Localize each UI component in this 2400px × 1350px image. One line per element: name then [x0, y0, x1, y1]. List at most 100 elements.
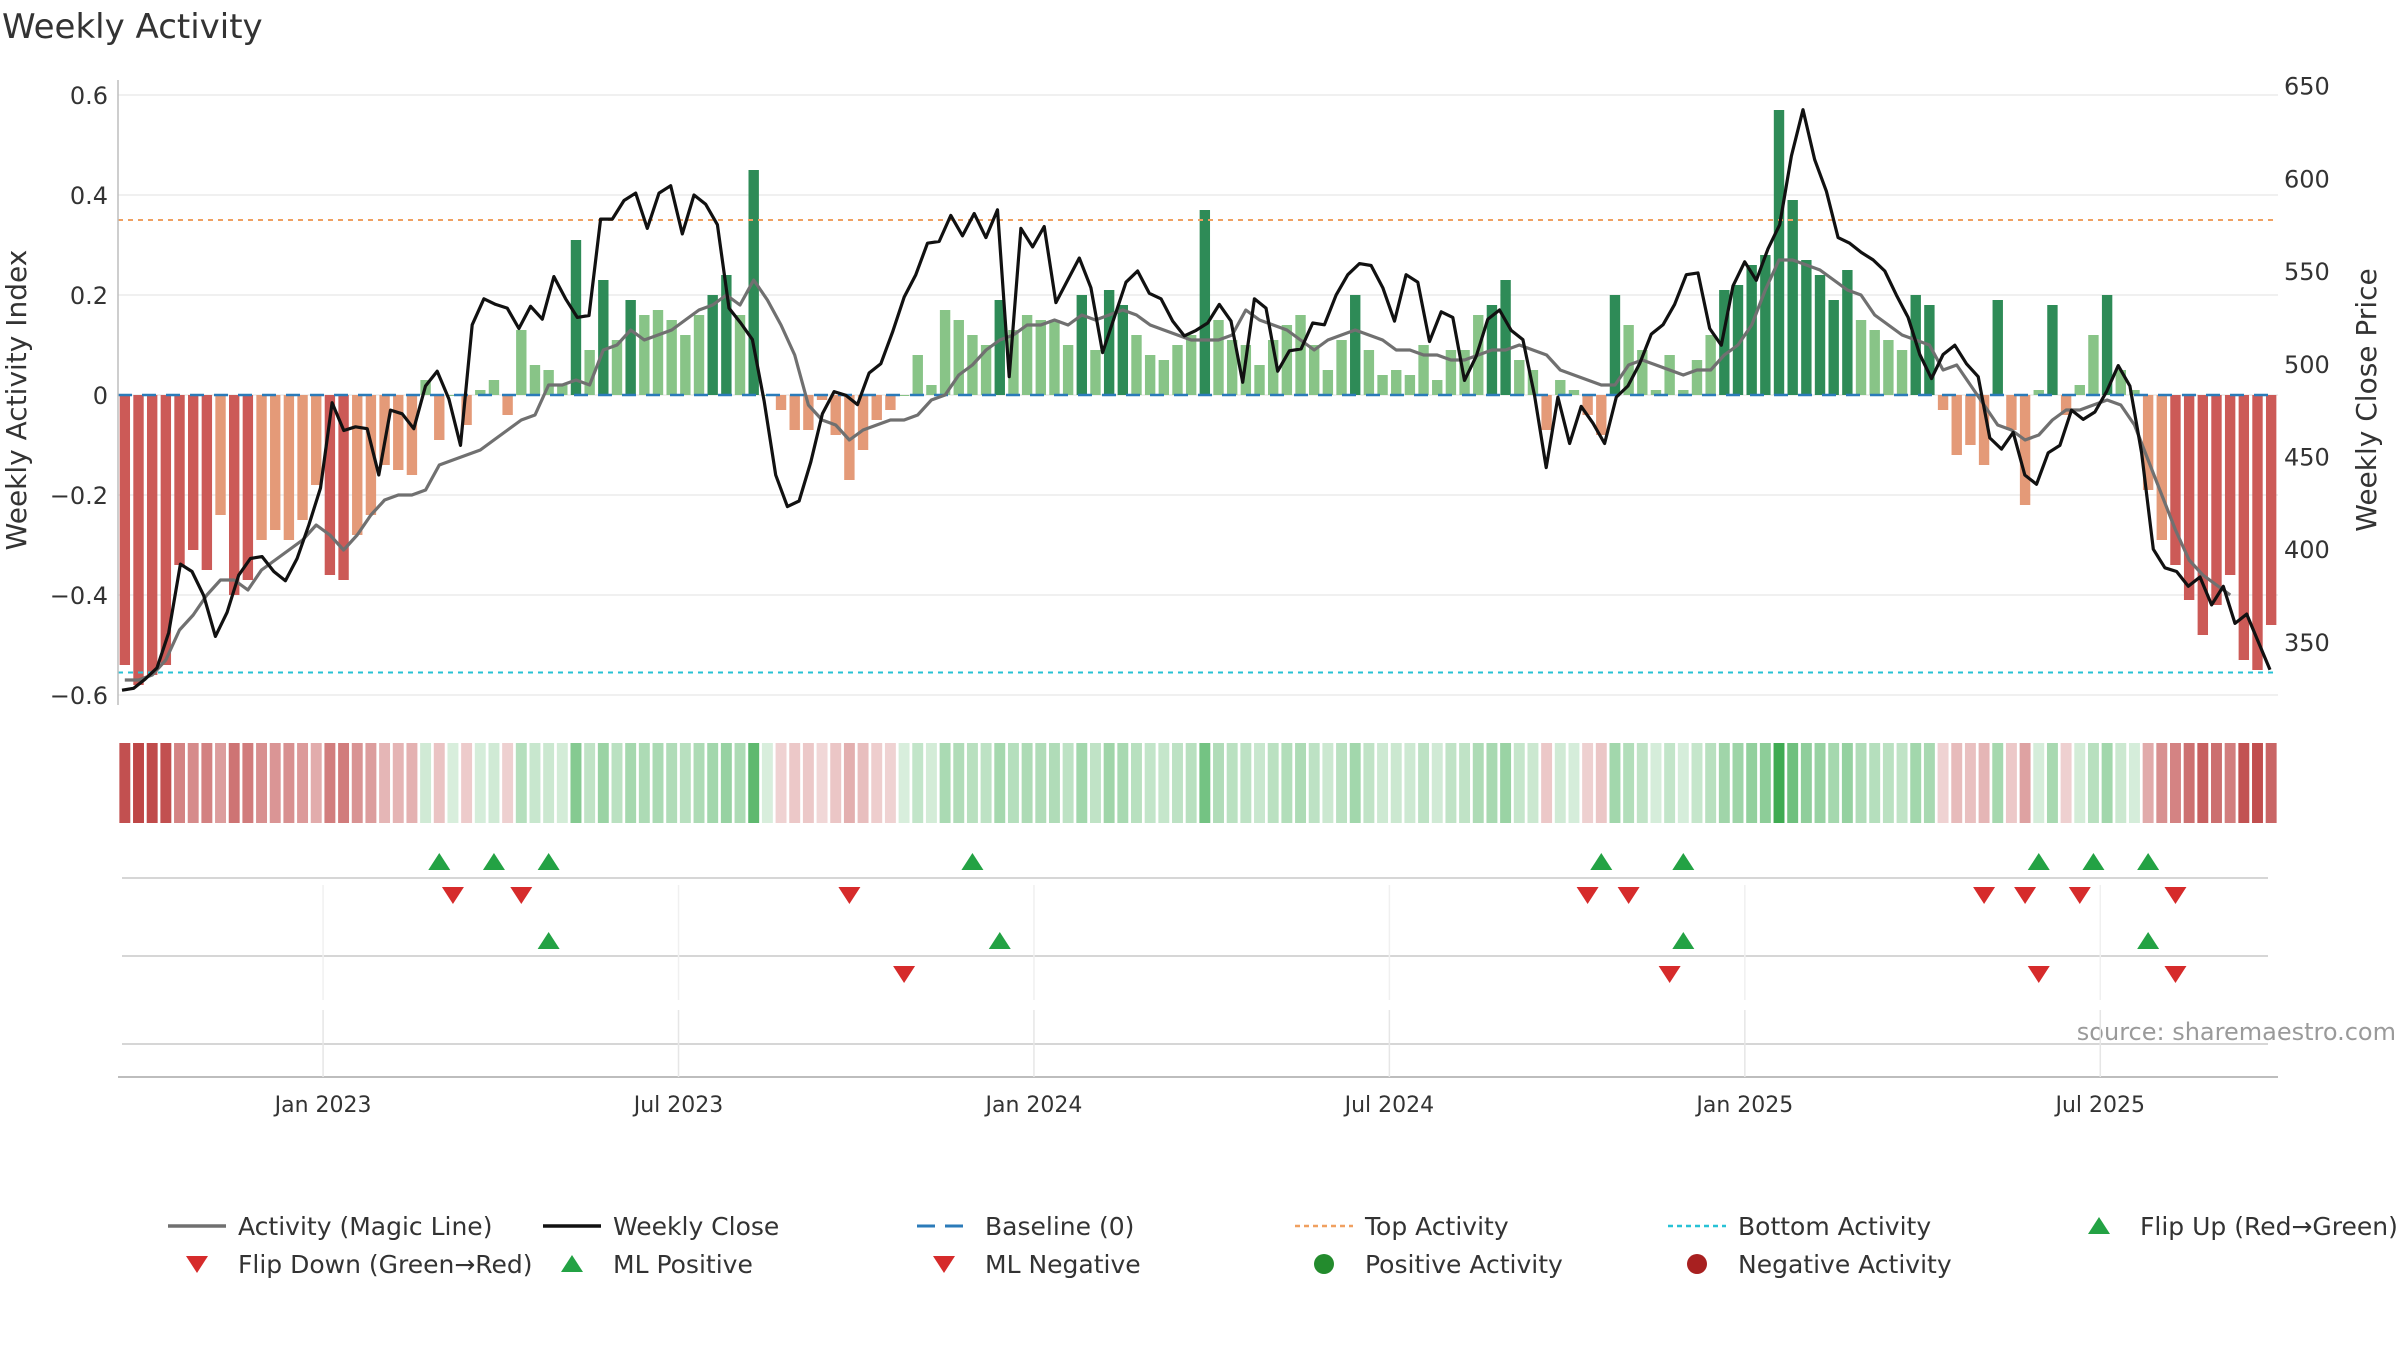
flip-up-marker — [1672, 853, 1695, 870]
heat-cell — [556, 743, 568, 823]
activity-bar — [1582, 395, 1593, 415]
activity-bar — [1035, 320, 1046, 395]
activity-bar — [1555, 380, 1566, 395]
heat-cell — [1964, 743, 1976, 823]
activity-bar — [2211, 395, 2222, 605]
heat-cell — [1910, 743, 1922, 823]
activity-bar — [1500, 280, 1511, 395]
activity-bar — [146, 395, 158, 675]
heat-cell — [1390, 743, 1402, 823]
heat-cell — [830, 743, 842, 823]
heat-cell — [584, 743, 596, 823]
activity-bar — [639, 315, 650, 395]
x-tick-label: Jan 2023 — [273, 1093, 372, 1118]
heat-cell — [994, 743, 1006, 823]
heat-cell — [201, 743, 213, 823]
activity-bar — [1008, 330, 1019, 395]
heat-cell — [802, 743, 814, 823]
legend-label: Bottom Activity — [1738, 1212, 1931, 1241]
y-axis-label: Weekly Activity Index — [0, 250, 33, 551]
activity-bars — [119, 110, 2277, 685]
activity-bar — [1144, 355, 1156, 395]
y2-tick-label: 450 — [2284, 443, 2330, 471]
heat-cell — [1336, 743, 1348, 823]
activity-bar — [1732, 285, 1744, 395]
y-tick-label: 0 — [93, 382, 108, 410]
activity-bar — [324, 395, 336, 575]
heat-cell — [789, 743, 801, 823]
heat-cell — [133, 743, 144, 823]
activity-heat-strip — [119, 743, 2277, 823]
activity-bar — [652, 310, 664, 395]
activity-bar — [1199, 210, 1211, 395]
activity-bar — [1814, 275, 1826, 395]
ml-positive-marker — [2137, 932, 2160, 949]
activity-bar — [844, 395, 855, 480]
flip-down-marker — [838, 887, 861, 904]
heat-cell — [2019, 743, 2031, 823]
heat-cell — [939, 743, 951, 823]
heat-cell — [1814, 743, 1826, 823]
ml-negative-marker — [2164, 966, 2187, 983]
activity-bar — [379, 395, 390, 465]
heat-cell — [1254, 743, 1265, 823]
flip-down-marker — [2164, 887, 2187, 904]
activity-bar — [1992, 300, 2003, 395]
activity-bar — [1418, 345, 1429, 395]
heat-cell — [146, 743, 158, 823]
activity-bar — [1309, 345, 1320, 395]
heat-cell — [1937, 743, 1949, 823]
activity-bar — [516, 330, 527, 395]
activity-bar — [1650, 390, 1662, 395]
y-tick-label: −0.6 — [50, 682, 108, 710]
activity-bar — [1896, 350, 1908, 395]
activity-bar — [816, 395, 828, 400]
heat-cell — [1650, 743, 1662, 823]
heat-cell — [898, 743, 910, 823]
activity-bar — [625, 300, 636, 395]
activity-bar — [939, 310, 951, 395]
activity-bar — [1801, 260, 1812, 395]
y-tick-label: −0.2 — [50, 482, 108, 510]
heat-cell — [2211, 743, 2222, 823]
activity-bar — [1021, 315, 1033, 395]
flip-up-marker — [1590, 853, 1613, 870]
heat-cell — [871, 743, 883, 823]
activity-bar — [201, 395, 213, 570]
heat-cell — [1500, 743, 1512, 823]
heat-cell — [966, 743, 978, 823]
activity-bar — [270, 395, 281, 530]
activity-bar — [2115, 370, 2126, 395]
activity-bar — [119, 395, 131, 665]
activity-bar — [898, 395, 910, 396]
heat-cell — [392, 743, 404, 823]
heat-cell — [1759, 743, 1771, 823]
activity-bar — [1185, 335, 1197, 395]
activity-bar — [803, 395, 814, 430]
heat-cell — [925, 743, 937, 823]
heat-cell — [379, 743, 391, 823]
heat-cell — [597, 743, 609, 823]
legend-label: Flip Down (Green→Red) — [238, 1250, 533, 1279]
heat-cell — [406, 743, 418, 823]
legend-label: ML Positive — [613, 1250, 753, 1279]
heat-cell — [1295, 743, 1306, 823]
activity-bar — [598, 280, 609, 395]
activity-bar — [2060, 395, 2072, 415]
activity-bar — [1267, 340, 1279, 395]
activity-bar — [2019, 395, 2031, 505]
heat-cell — [1418, 743, 1430, 823]
legend: Activity (Magic Line) Weekly Close Baselin… — [168, 1212, 2398, 1279]
activity-bar — [1103, 290, 1115, 395]
activity-bar — [338, 395, 349, 580]
heat-cell — [1828, 743, 1840, 823]
heat-cell — [2142, 743, 2154, 823]
heat-cell — [420, 743, 432, 823]
heat-cell — [720, 743, 732, 823]
heat-cell — [119, 743, 131, 823]
y2-tick-label: 400 — [2284, 536, 2330, 564]
y2-axis-label: Weekly Close Price — [2350, 268, 2383, 531]
heat-cell — [310, 743, 322, 823]
heat-cell — [570, 743, 582, 823]
activity-bar — [1076, 295, 1087, 395]
